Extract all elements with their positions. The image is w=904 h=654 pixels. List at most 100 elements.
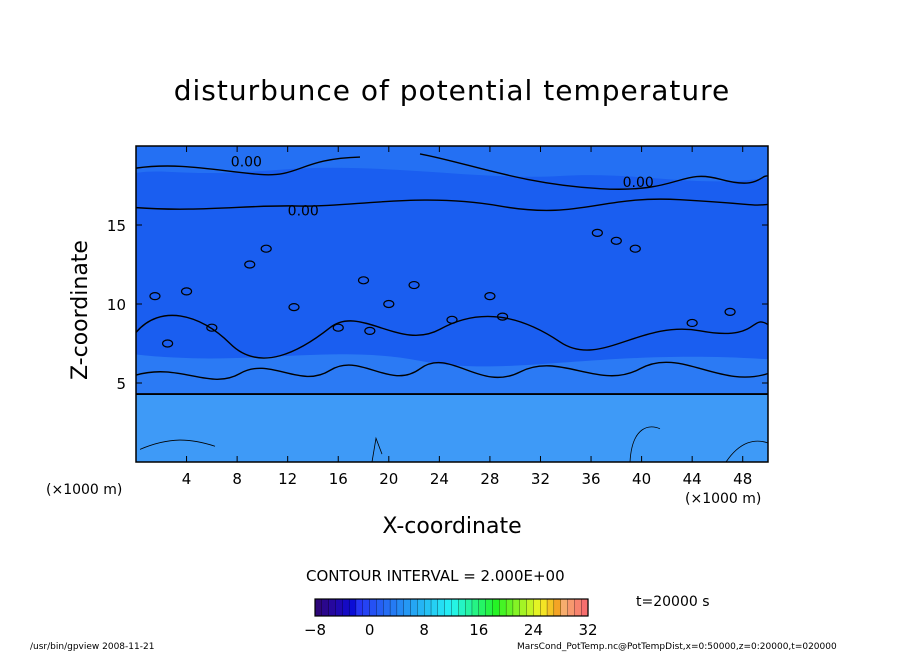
colorbar-cell [540, 598, 548, 617]
contour-lines [135, 153, 769, 463]
x-tick-label: 16 [329, 470, 348, 488]
contour-line-mid [135, 314, 769, 359]
colorbar-cell [458, 598, 466, 617]
x-axis-label: X-coordinate [382, 514, 522, 539]
colorbar-cell [560, 598, 569, 617]
contour-label: 0.00 [288, 204, 319, 220]
contour-cell [686, 318, 698, 328]
contour-cell [149, 292, 161, 301]
colorbar-cell [321, 598, 330, 617]
footer-left: /usr/bin/gpview 2008-11-21 [30, 642, 155, 652]
colorbar-cell [335, 598, 343, 617]
field-mid [136, 354, 768, 395]
colorbar-cell [376, 598, 384, 617]
x-tick-label: 12 [278, 470, 297, 488]
colorbar-cell [417, 598, 425, 617]
contour-labels: 0.00 0.00 0.00 [231, 155, 654, 220]
contour-line-lower [135, 361, 769, 381]
x-tick-label: 4 [182, 470, 192, 488]
contour-label: 0.00 [231, 155, 262, 171]
x-unit-left: (×1000 m) [46, 482, 123, 498]
x-tick-label: 24 [430, 470, 449, 488]
contour-cell [446, 315, 458, 324]
colorbar-tick-label: 32 [578, 621, 597, 639]
colorbar-cell [403, 598, 412, 617]
colorbar-cell [485, 598, 493, 617]
colorbar-cell [499, 598, 507, 617]
contour-cell [610, 236, 622, 245]
colorbar-cell [355, 598, 364, 617]
y-tick-label: 5 [116, 375, 126, 393]
colorbar-tick-label: 24 [524, 621, 543, 639]
colorbar-cell [362, 598, 371, 617]
contour-interval-label: CONTOUR INTERVAL = 2.000E+00 [306, 567, 565, 585]
contour-line-upper [135, 198, 769, 212]
colorbar-tick-label: 16 [469, 621, 488, 639]
x-axis: 4 8 12 16 20 24 28 32 36 40 44 48 [182, 146, 752, 488]
colorbar-cell [546, 598, 555, 617]
colorbar-cell [437, 598, 446, 617]
colorbar-tick-label: 0 [365, 621, 375, 639]
contour-cell [206, 323, 218, 332]
colorbar-tick-label: 8 [419, 621, 429, 639]
colorbar-cell [444, 598, 453, 617]
y-tick-label: 10 [107, 296, 126, 314]
colorbar-cell [430, 598, 439, 617]
chart-title: disturbunce of potential temperature [173, 74, 731, 107]
colorbar-cell [471, 598, 480, 617]
field-top [136, 146, 768, 182]
x-tick-label: 32 [531, 470, 550, 488]
temperature-field [136, 146, 768, 462]
colorbar-cell [505, 598, 514, 617]
contour-cell [629, 244, 641, 253]
colorbar-frame [314, 598, 589, 617]
x-tick-label: 40 [632, 470, 651, 488]
field-lower [136, 394, 768, 462]
contour-cell [364, 326, 376, 335]
contour-cell [260, 244, 272, 253]
time-label: t=20000 s [636, 594, 710, 610]
colorbar-tick-label: −8 [304, 621, 326, 639]
colorbar-cell [410, 598, 418, 617]
contour-cell [162, 339, 174, 348]
x-tick-label: 20 [379, 470, 398, 488]
colorbar-cell [369, 598, 377, 617]
contour-cell [180, 287, 193, 296]
colorbar-cell [478, 598, 487, 617]
contour-label: 0.00 [623, 175, 654, 191]
colorbar-cell [492, 598, 500, 617]
colorbar-cell [567, 598, 575, 617]
colorbar-cell [581, 598, 589, 617]
contour-cell [591, 228, 603, 237]
contour-cell [724, 307, 736, 316]
contour-cell [332, 323, 344, 332]
contour-cell [408, 280, 420, 290]
footer-right: MarsCond_PotTemp.nc@PotTempDist,x=0:5000… [517, 642, 837, 652]
colorbar-cell [383, 598, 391, 617]
colorbar-cell [396, 598, 405, 617]
y-tick-label: 15 [107, 217, 126, 235]
contour-cell [357, 276, 370, 285]
colorbar-cell [424, 598, 432, 617]
colorbar-cell [526, 598, 534, 617]
contour-line-top [135, 153, 769, 190]
contour-cell [288, 303, 300, 312]
x-unit-right: (×1000 m) [685, 491, 762, 507]
contour-cell [496, 312, 509, 321]
x-tick-label: 28 [480, 470, 499, 488]
contour-cell [484, 292, 496, 301]
contour-line-near-surface [139, 426, 769, 463]
colorbar-cell [512, 598, 521, 617]
colorbar-cell [389, 598, 398, 617]
colorbar-cell [314, 598, 323, 617]
colorbar-cell [328, 598, 337, 617]
colorbar-cell [348, 598, 357, 617]
x-tick-label: 48 [733, 470, 752, 488]
colorbar-cell [342, 598, 350, 617]
x-tick-label: 44 [683, 470, 702, 488]
colorbar-cell [574, 598, 582, 617]
colorbar-cell [464, 598, 473, 617]
contour-cell [244, 260, 256, 269]
contour-cell [383, 299, 395, 309]
